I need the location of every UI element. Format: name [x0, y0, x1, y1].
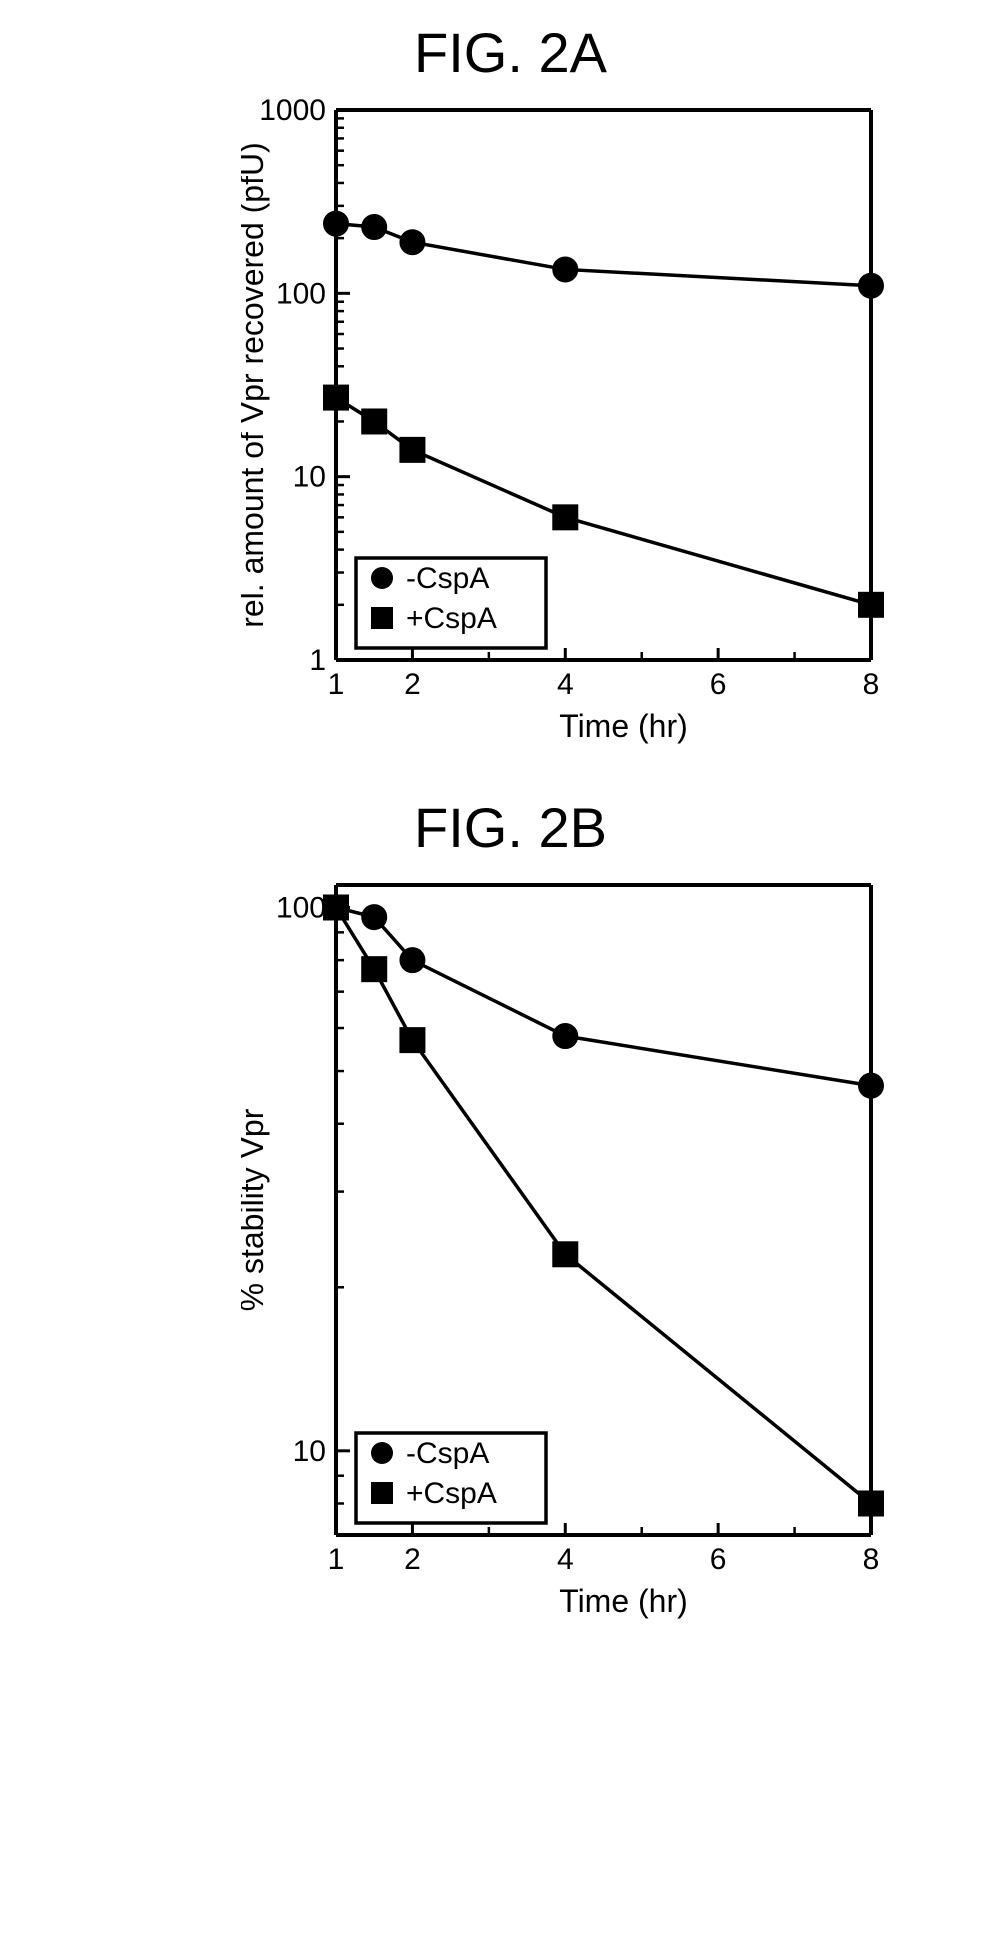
fig-2a-title: FIG. 2A	[131, 20, 891, 85]
svg-text:+CspA: +CspA	[406, 1477, 497, 1510]
svg-text:Time (hr): Time (hr)	[559, 1583, 688, 1619]
fig-2a-plot: 1 2 4 6 8 1 10 100 1000 Time (hr) rel. amount of V…	[241, 95, 891, 755]
svg-text:+CspA: +CspA	[406, 602, 497, 635]
svg-text:10: 10	[292, 461, 325, 494]
svg-text:1: 1	[309, 644, 326, 677]
svg-text:6: 6	[709, 1543, 726, 1576]
svg-text:-CspA: -CspA	[406, 562, 489, 595]
svg-text:1: 1	[327, 668, 344, 701]
svg-text:8: 8	[862, 1543, 879, 1576]
svg-text:Time (hr): Time (hr)	[559, 708, 688, 744]
svg-text:2: 2	[404, 668, 421, 701]
svg-text:100: 100	[275, 891, 325, 924]
fig-2b-title: FIG. 2B	[131, 795, 891, 860]
figure-2a: FIG. 2A 1 2 4 6 8 1 10 100 1000 Time (hr) rel. amo…	[131, 20, 891, 755]
figure-2b: FIG. 2B 1 2 4 6 8 10 100 Time (hr) % stability V…	[131, 795, 891, 1630]
svg-text:1: 1	[327, 1543, 344, 1576]
svg-text:8: 8	[862, 668, 879, 701]
svg-text:2: 2	[404, 1543, 421, 1576]
svg-text:6: 6	[709, 668, 726, 701]
svg-text:10: 10	[292, 1435, 325, 1468]
svg-text:100: 100	[275, 277, 325, 310]
svg-text:-CspA: -CspA	[406, 1437, 489, 1470]
svg-text:rel. amount of Vpr recovered (: rel. amount of Vpr recovered (pfU)	[241, 142, 270, 628]
svg-text:% stability Vpr: % stability Vpr	[241, 1108, 270, 1311]
svg-text:4: 4	[556, 668, 573, 701]
fig-2b-plot: 1 2 4 6 8 10 100 Time (hr) % stability Vpr -CspA +…	[241, 870, 891, 1630]
svg-text:1000: 1000	[259, 95, 326, 127]
svg-text:4: 4	[556, 1543, 573, 1576]
